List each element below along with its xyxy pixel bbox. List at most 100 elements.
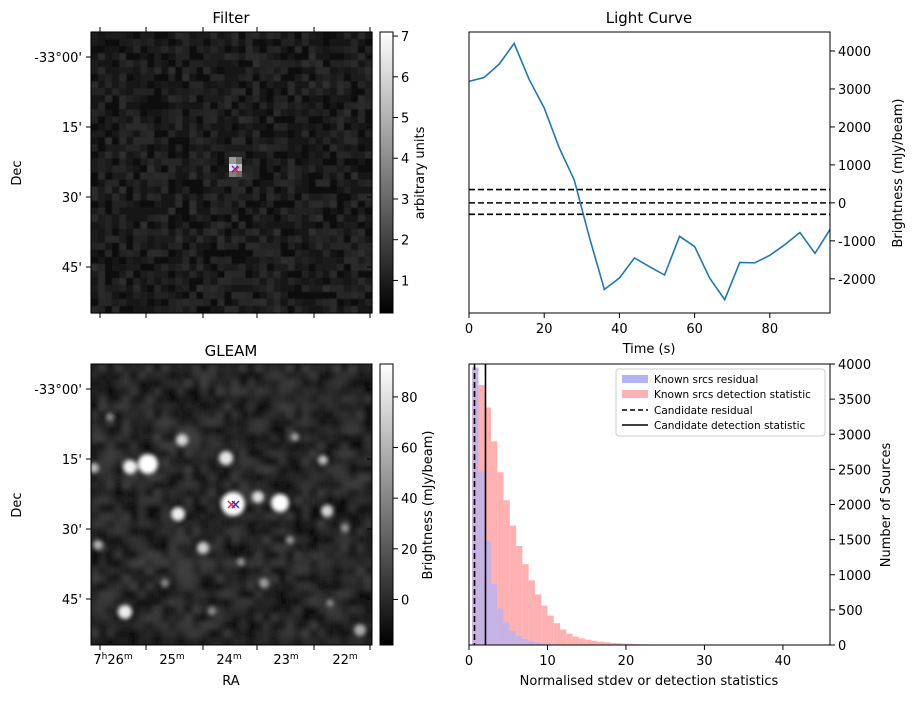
- filter-pixel: [246, 109, 253, 116]
- y-tick-label: 3500: [838, 393, 871, 408]
- gleam-pixel: [99, 614, 107, 622]
- gleam-pixel: [341, 590, 349, 598]
- gleam-pixel: [333, 434, 341, 442]
- gleam-pixel: [224, 364, 232, 372]
- filter-pixel: [358, 88, 365, 95]
- gleam-pixel: [356, 559, 364, 567]
- gleam-pixel: [263, 372, 271, 380]
- gleam-pixel: [302, 544, 310, 552]
- gleam-pixel: [333, 489, 341, 497]
- gleam-pixel: [107, 629, 115, 637]
- filter-pixel: [224, 187, 231, 194]
- gleam-pixel: [271, 387, 279, 395]
- gleam-pixel: [208, 364, 216, 372]
- filter-pixel: [168, 81, 175, 88]
- gleam-pixel: [263, 528, 271, 536]
- colorbar-tick-label: 3: [401, 193, 409, 208]
- filter-pixel: [358, 194, 365, 201]
- gleam-pixel: [349, 481, 357, 489]
- filter-pixel: [330, 137, 337, 144]
- filter-pixel: [189, 39, 196, 46]
- gleam-pixel: [130, 629, 138, 637]
- filter-pixel: [274, 81, 281, 88]
- filter-pixel: [161, 271, 168, 278]
- ra-tick-label: 24m: [216, 652, 241, 668]
- gleam-pixel: [302, 489, 310, 497]
- filter-pixel: [302, 67, 309, 74]
- gleam-pixel: [122, 629, 130, 637]
- filter-pixel: [126, 130, 133, 137]
- filter-pixel: [168, 243, 175, 250]
- gleam-pixel: [99, 551, 107, 559]
- gleam-source-blob: [138, 454, 158, 474]
- filter-pixel: [175, 74, 182, 81]
- filter-pixel: [260, 285, 267, 292]
- gleam-pixel: [317, 575, 325, 583]
- gleam-pixel: [278, 419, 286, 427]
- filter-pixel: [224, 292, 231, 299]
- filter-pixel: [267, 109, 274, 116]
- filter-pixel: [210, 53, 217, 60]
- filter-pixel: [105, 123, 112, 130]
- filter-pixel: [309, 46, 316, 53]
- filter-pixel: [154, 165, 161, 172]
- filter-pixel: [112, 67, 119, 74]
- filter-pixel: [358, 130, 365, 137]
- filter-pixel: [253, 158, 260, 165]
- filter-pixel: [274, 278, 281, 285]
- gleam-pixel: [200, 637, 208, 645]
- detection-bar: [510, 526, 516, 645]
- filter-pixel: [189, 299, 196, 306]
- gleam-pixel: [356, 590, 364, 598]
- filter-pixel: [210, 60, 217, 67]
- gleam-pixel: [349, 637, 357, 645]
- gleam-title: GLEAM: [205, 342, 258, 360]
- gleam-pixel: [333, 520, 341, 528]
- x-tick-label: 0: [465, 322, 473, 337]
- filter-pixel: [161, 88, 168, 95]
- colorbar-tick-label: 2: [401, 234, 409, 249]
- filter-pixel: [274, 201, 281, 208]
- gleam-source-blob: [286, 536, 294, 544]
- gleam-pixel: [255, 637, 263, 645]
- filter-pixel: [274, 151, 281, 158]
- gleam-pixel: [200, 629, 208, 637]
- filter-pixel: [112, 222, 119, 229]
- gleam-pixel: [169, 364, 177, 372]
- filter-pixel: [358, 102, 365, 109]
- filter-pixel: [337, 278, 344, 285]
- gleam-pixel: [107, 575, 115, 583]
- gleam-pixel: [114, 465, 122, 473]
- gleam-pixel: [232, 419, 240, 427]
- filter-pixel: [105, 39, 112, 46]
- gleam-pixel: [310, 567, 318, 575]
- gleam-pixel: [177, 497, 185, 505]
- filter-pixel: [295, 95, 302, 102]
- filter-pixel: [302, 285, 309, 292]
- gleam-pixel: [310, 598, 318, 606]
- filter-pixel: [274, 46, 281, 53]
- filter-pixel: [302, 39, 309, 46]
- gleam-pixel: [138, 528, 146, 536]
- filter-pixel: [140, 130, 147, 137]
- filter-pixel: [189, 137, 196, 144]
- gleam-pixel: [208, 536, 216, 544]
- gleam-pixel: [91, 395, 99, 403]
- filter-pixel: [112, 53, 119, 60]
- gleam-pixel: [325, 395, 333, 403]
- filter-pixel: [253, 109, 260, 116]
- gleam-pixel: [263, 505, 271, 513]
- gleam-source-blob: [208, 607, 216, 615]
- filter-pixel: [239, 285, 246, 292]
- gleam-pixel: [341, 434, 349, 442]
- gleam-pixel: [356, 606, 364, 614]
- gleam-pixel: [349, 458, 357, 466]
- gleam-pixel: [91, 528, 99, 536]
- filter-pixel: [288, 81, 295, 88]
- gleam-pixel: [317, 536, 325, 544]
- gleam-pixel: [169, 458, 177, 466]
- filter-pixel: [105, 67, 112, 74]
- gleam-pixel: [177, 458, 185, 466]
- filter-pixel: [302, 278, 309, 285]
- filter-pixel: [147, 102, 154, 109]
